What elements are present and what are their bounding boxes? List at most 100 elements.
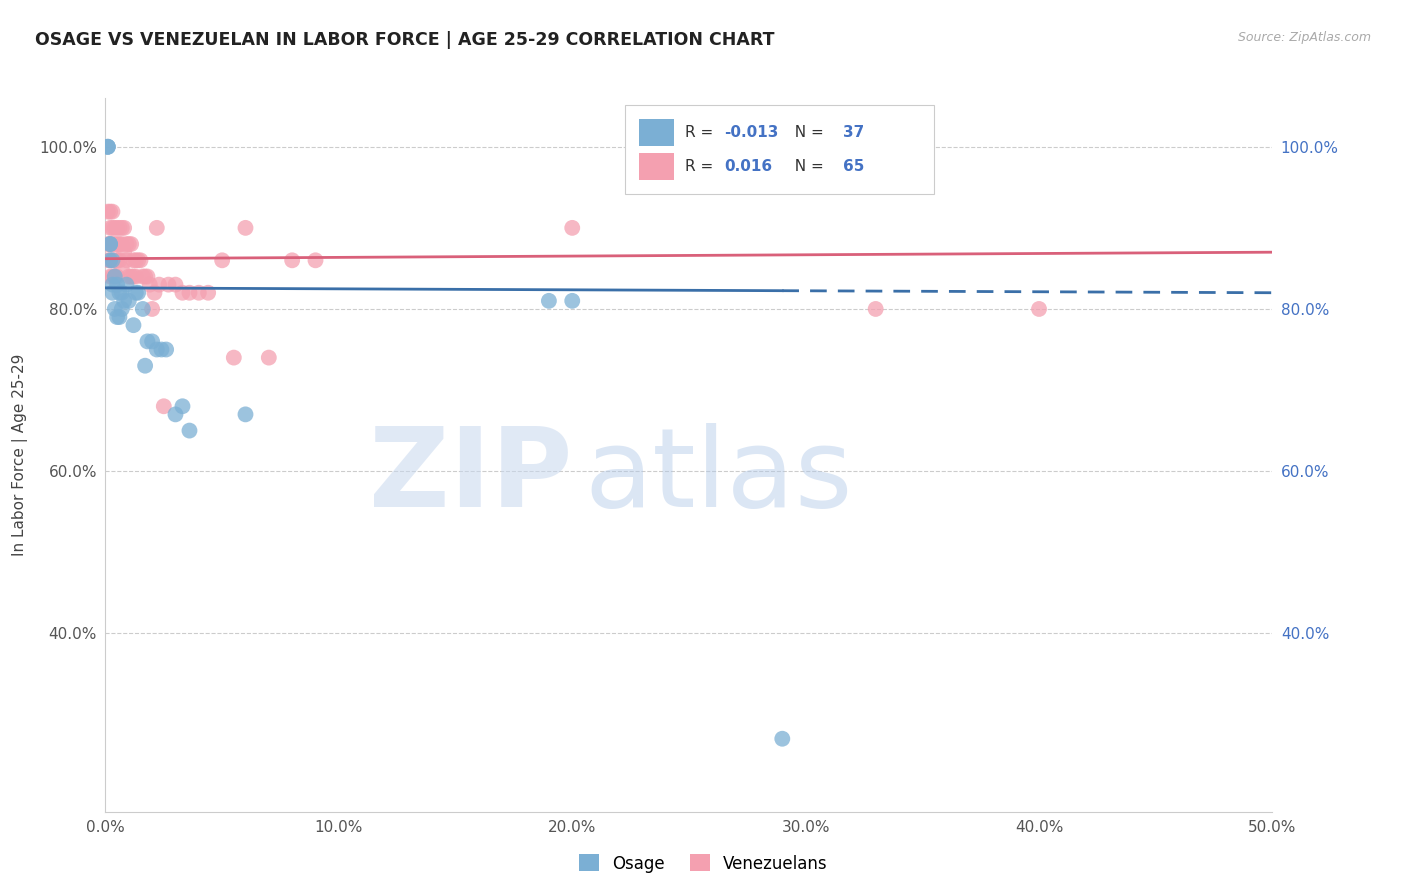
Point [157,277,180,292]
Point [115,253,138,268]
Point [155,343,177,357]
Point [101,253,124,268]
Point [111,220,134,235]
Point [304,253,326,268]
Point [115,237,138,252]
Point [98,237,121,252]
Point [125,253,148,268]
Point [105,253,128,268]
Point [111,301,134,316]
Point [118,237,141,252]
Point [101,269,124,284]
Point [118,269,141,284]
Point [101,237,124,252]
Point [122,318,145,333]
Point [165,408,187,422]
Bar [638,153,673,180]
Point [108,220,131,235]
Point [104,269,127,284]
Point [104,237,127,252]
Y-axis label: In Labor Force | Age 25-29: In Labor Force | Age 25-29 [13,354,28,556]
Point [125,285,148,300]
Point [1028,301,1050,316]
Point [165,277,187,292]
Point [115,277,138,292]
Point [97,140,120,154]
Text: 65: 65 [844,159,865,174]
Point [134,269,156,284]
Point [112,293,135,308]
Point [125,269,148,284]
Point [108,237,131,252]
Point [111,261,134,276]
Point [112,245,135,260]
Point [136,269,159,284]
Bar [638,119,673,146]
Point [98,253,121,268]
Point [101,277,124,292]
Point [97,204,120,219]
Point [127,285,149,300]
Point [97,253,120,268]
Point [197,285,219,300]
Point [104,253,127,268]
Point [111,285,134,300]
Point [134,359,156,373]
Text: Source: ZipAtlas.com: Source: ZipAtlas.com [1237,31,1371,45]
Point [770,731,793,746]
Point [141,334,163,349]
Text: R =: R = [686,125,718,140]
Point [105,277,128,292]
Point [141,301,163,316]
Point [104,301,127,316]
Point [98,253,121,268]
Point [146,220,169,235]
Point [105,220,128,235]
Point [179,424,201,438]
Point [153,399,174,413]
Point [281,253,304,268]
Text: N =: N = [785,125,828,140]
Point [150,343,173,357]
Text: N =: N = [785,159,828,174]
Point [132,301,155,316]
Text: -0.013: -0.013 [724,125,779,140]
Point [561,220,583,235]
Point [104,269,127,284]
Point [143,285,166,300]
Point [148,277,170,292]
Point [146,343,169,357]
Point [865,301,887,316]
Point [105,269,128,284]
Point [257,351,280,365]
Point [120,269,142,284]
Text: OSAGE VS VENEZUELAN IN LABOR FORCE | AGE 25-29 CORRELATION CHART: OSAGE VS VENEZUELAN IN LABOR FORCE | AGE… [35,31,775,49]
Point [222,351,245,365]
Point [127,253,149,268]
Point [101,285,124,300]
Point [561,293,583,308]
Point [136,334,159,349]
Point [112,220,135,235]
Point [98,237,121,252]
Text: 0.016: 0.016 [724,159,772,174]
Point [129,253,152,268]
Point [172,399,194,413]
Point [105,310,128,324]
Point [98,269,121,284]
Legend: Osage, Venezuelans: Osage, Venezuelans [572,847,834,880]
Point [187,285,209,300]
Point [105,237,128,252]
Point [97,237,120,252]
Point [101,220,124,235]
Text: atlas: atlas [583,423,852,530]
Point [97,140,120,154]
Point [108,310,131,324]
Point [179,285,201,300]
Point [132,269,155,284]
Text: R =: R = [686,159,724,174]
Point [101,204,124,219]
Point [108,285,131,300]
Text: ZIP: ZIP [368,423,572,530]
Point [122,253,145,268]
